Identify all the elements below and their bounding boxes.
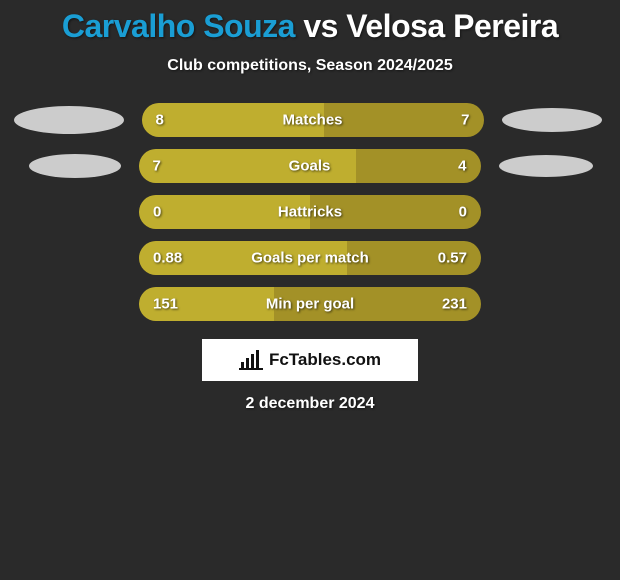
stat-right-value: 7: [461, 112, 469, 129]
date-line: 2 december 2024: [0, 395, 620, 413]
stat-bar: 0.88 Goals per match 0.57: [139, 241, 481, 275]
stat-bar: 0 Hattricks 0: [139, 195, 481, 229]
stat-bar: 151 Min per goal 231: [139, 287, 481, 321]
stat-row-matches: 8 Matches 7: [0, 103, 620, 137]
ellipse-left-1: [29, 154, 121, 178]
player1-name: Carvalho Souza: [62, 8, 295, 44]
stat-left-value: 0.88: [153, 250, 182, 267]
stat-label: Min per goal: [266, 296, 354, 313]
stat-left-value: 8: [156, 112, 164, 129]
ellipse-right-0: [502, 108, 602, 132]
ellipse-right-1: [499, 155, 593, 177]
stat-row-hattricks: 0 Hattricks 0: [0, 195, 620, 229]
stat-left-value: 0: [153, 204, 161, 221]
page-title: Carvalho Souza vs Velosa Pereira: [0, 8, 620, 45]
brand-text: FcTables.com: [269, 350, 381, 370]
subtitle: Club competitions, Season 2024/2025: [0, 57, 620, 75]
ellipse-left-0: [14, 106, 124, 134]
stat-label: Goals: [289, 158, 331, 175]
stat-label: Matches: [282, 112, 342, 129]
stat-right-value: 231: [442, 296, 467, 313]
stat-row-mpg: 151 Min per goal 231: [0, 287, 620, 321]
player2-name: Velosa Pereira: [346, 8, 558, 44]
stat-right-value: 4: [458, 158, 466, 175]
stat-label: Hattricks: [278, 204, 342, 221]
stat-row-goals: 7 Goals 4: [0, 149, 620, 183]
brand-box: FcTables.com: [202, 339, 418, 381]
stat-left-value: 151: [153, 296, 178, 313]
stat-bar: 8 Matches 7: [142, 103, 484, 137]
stat-row-gpm: 0.88 Goals per match 0.57: [0, 241, 620, 275]
bar-chart-icon: [239, 350, 263, 370]
stat-label: Goals per match: [251, 250, 369, 267]
stat-right-value: 0: [459, 204, 467, 221]
stat-bar: 7 Goals 4: [139, 149, 481, 183]
vs-separator: vs: [295, 8, 346, 44]
stat-left-value: 7: [153, 158, 161, 175]
stat-right-value: 0.57: [438, 250, 467, 267]
